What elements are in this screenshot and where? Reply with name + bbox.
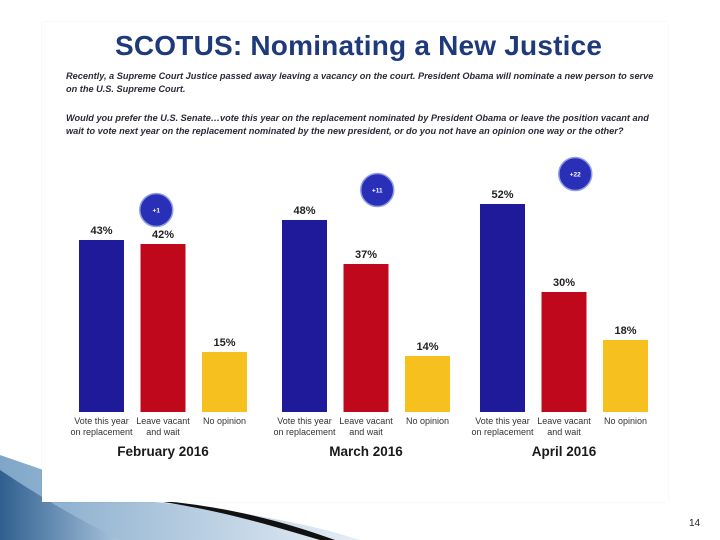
bar-3-2	[541, 292, 587, 412]
decor-swoosh-light	[0, 455, 360, 540]
category-tick-label: No opinion	[604, 416, 647, 426]
bar-value-label: 15%	[213, 337, 235, 349]
bar-value-label: 52%	[491, 189, 513, 201]
bar-1-2	[140, 244, 186, 412]
bar-3-1	[480, 204, 525, 412]
category-tick-label: and wait	[547, 427, 581, 437]
category-tick-label: No opinion	[203, 416, 246, 426]
page-number: 14	[689, 518, 701, 529]
category-tick-label: on replacement	[471, 427, 534, 437]
bar-value-label: 42%	[152, 229, 174, 241]
bar-value-label: 30%	[553, 277, 575, 289]
bar-2-1	[282, 220, 327, 412]
bar-1-3	[202, 352, 247, 412]
margin-badge-label: +22	[570, 172, 581, 179]
bar-value-label: 43%	[90, 225, 112, 237]
category-tick-label: on replacement	[70, 427, 133, 437]
decor-swoosh-black	[150, 500, 335, 540]
category-tick-label: Vote this year	[74, 416, 129, 426]
page-title: SCOTUS: Nominating a New Justice	[115, 30, 603, 61]
bar-value-label: 48%	[293, 205, 315, 217]
margin-badge	[558, 156, 593, 192]
margin-badge-label: +11	[372, 188, 383, 195]
category-tick-label: Leave vacant	[136, 416, 190, 426]
category-tick-label: No opinion	[406, 416, 449, 426]
bar-value-label: 18%	[614, 325, 636, 337]
bar-value-label: 14%	[416, 341, 438, 353]
bar-2-2	[343, 264, 389, 412]
bar-1-1	[79, 240, 124, 412]
bar-value-label: 37%	[355, 249, 377, 261]
category-tick-label: Leave vacant	[339, 416, 393, 426]
decor-swoosh-dark	[0, 470, 120, 540]
period-label: February 2016	[117, 444, 209, 459]
intro-text: Recently, a Supreme Court Justice passed…	[66, 71, 654, 94]
margin-badge	[360, 172, 395, 208]
category-tick-label: Leave vacant	[537, 416, 591, 426]
category-tick-label: Vote this year	[277, 416, 332, 426]
category-tick-label: Vote this year	[475, 416, 530, 426]
bar-2-3	[405, 356, 450, 412]
margin-badge-label: +1	[153, 208, 161, 215]
bar-3-3	[603, 340, 648, 412]
period-label: April 2016	[532, 444, 597, 459]
category-tick-label: and wait	[146, 427, 180, 437]
period-label: March 2016	[329, 444, 403, 459]
category-tick-label: on replacement	[273, 427, 336, 437]
question-text: Would you prefer the U.S. Senate…vote th…	[66, 113, 649, 136]
margin-badge	[139, 192, 174, 228]
category-tick-label: and wait	[349, 427, 383, 437]
